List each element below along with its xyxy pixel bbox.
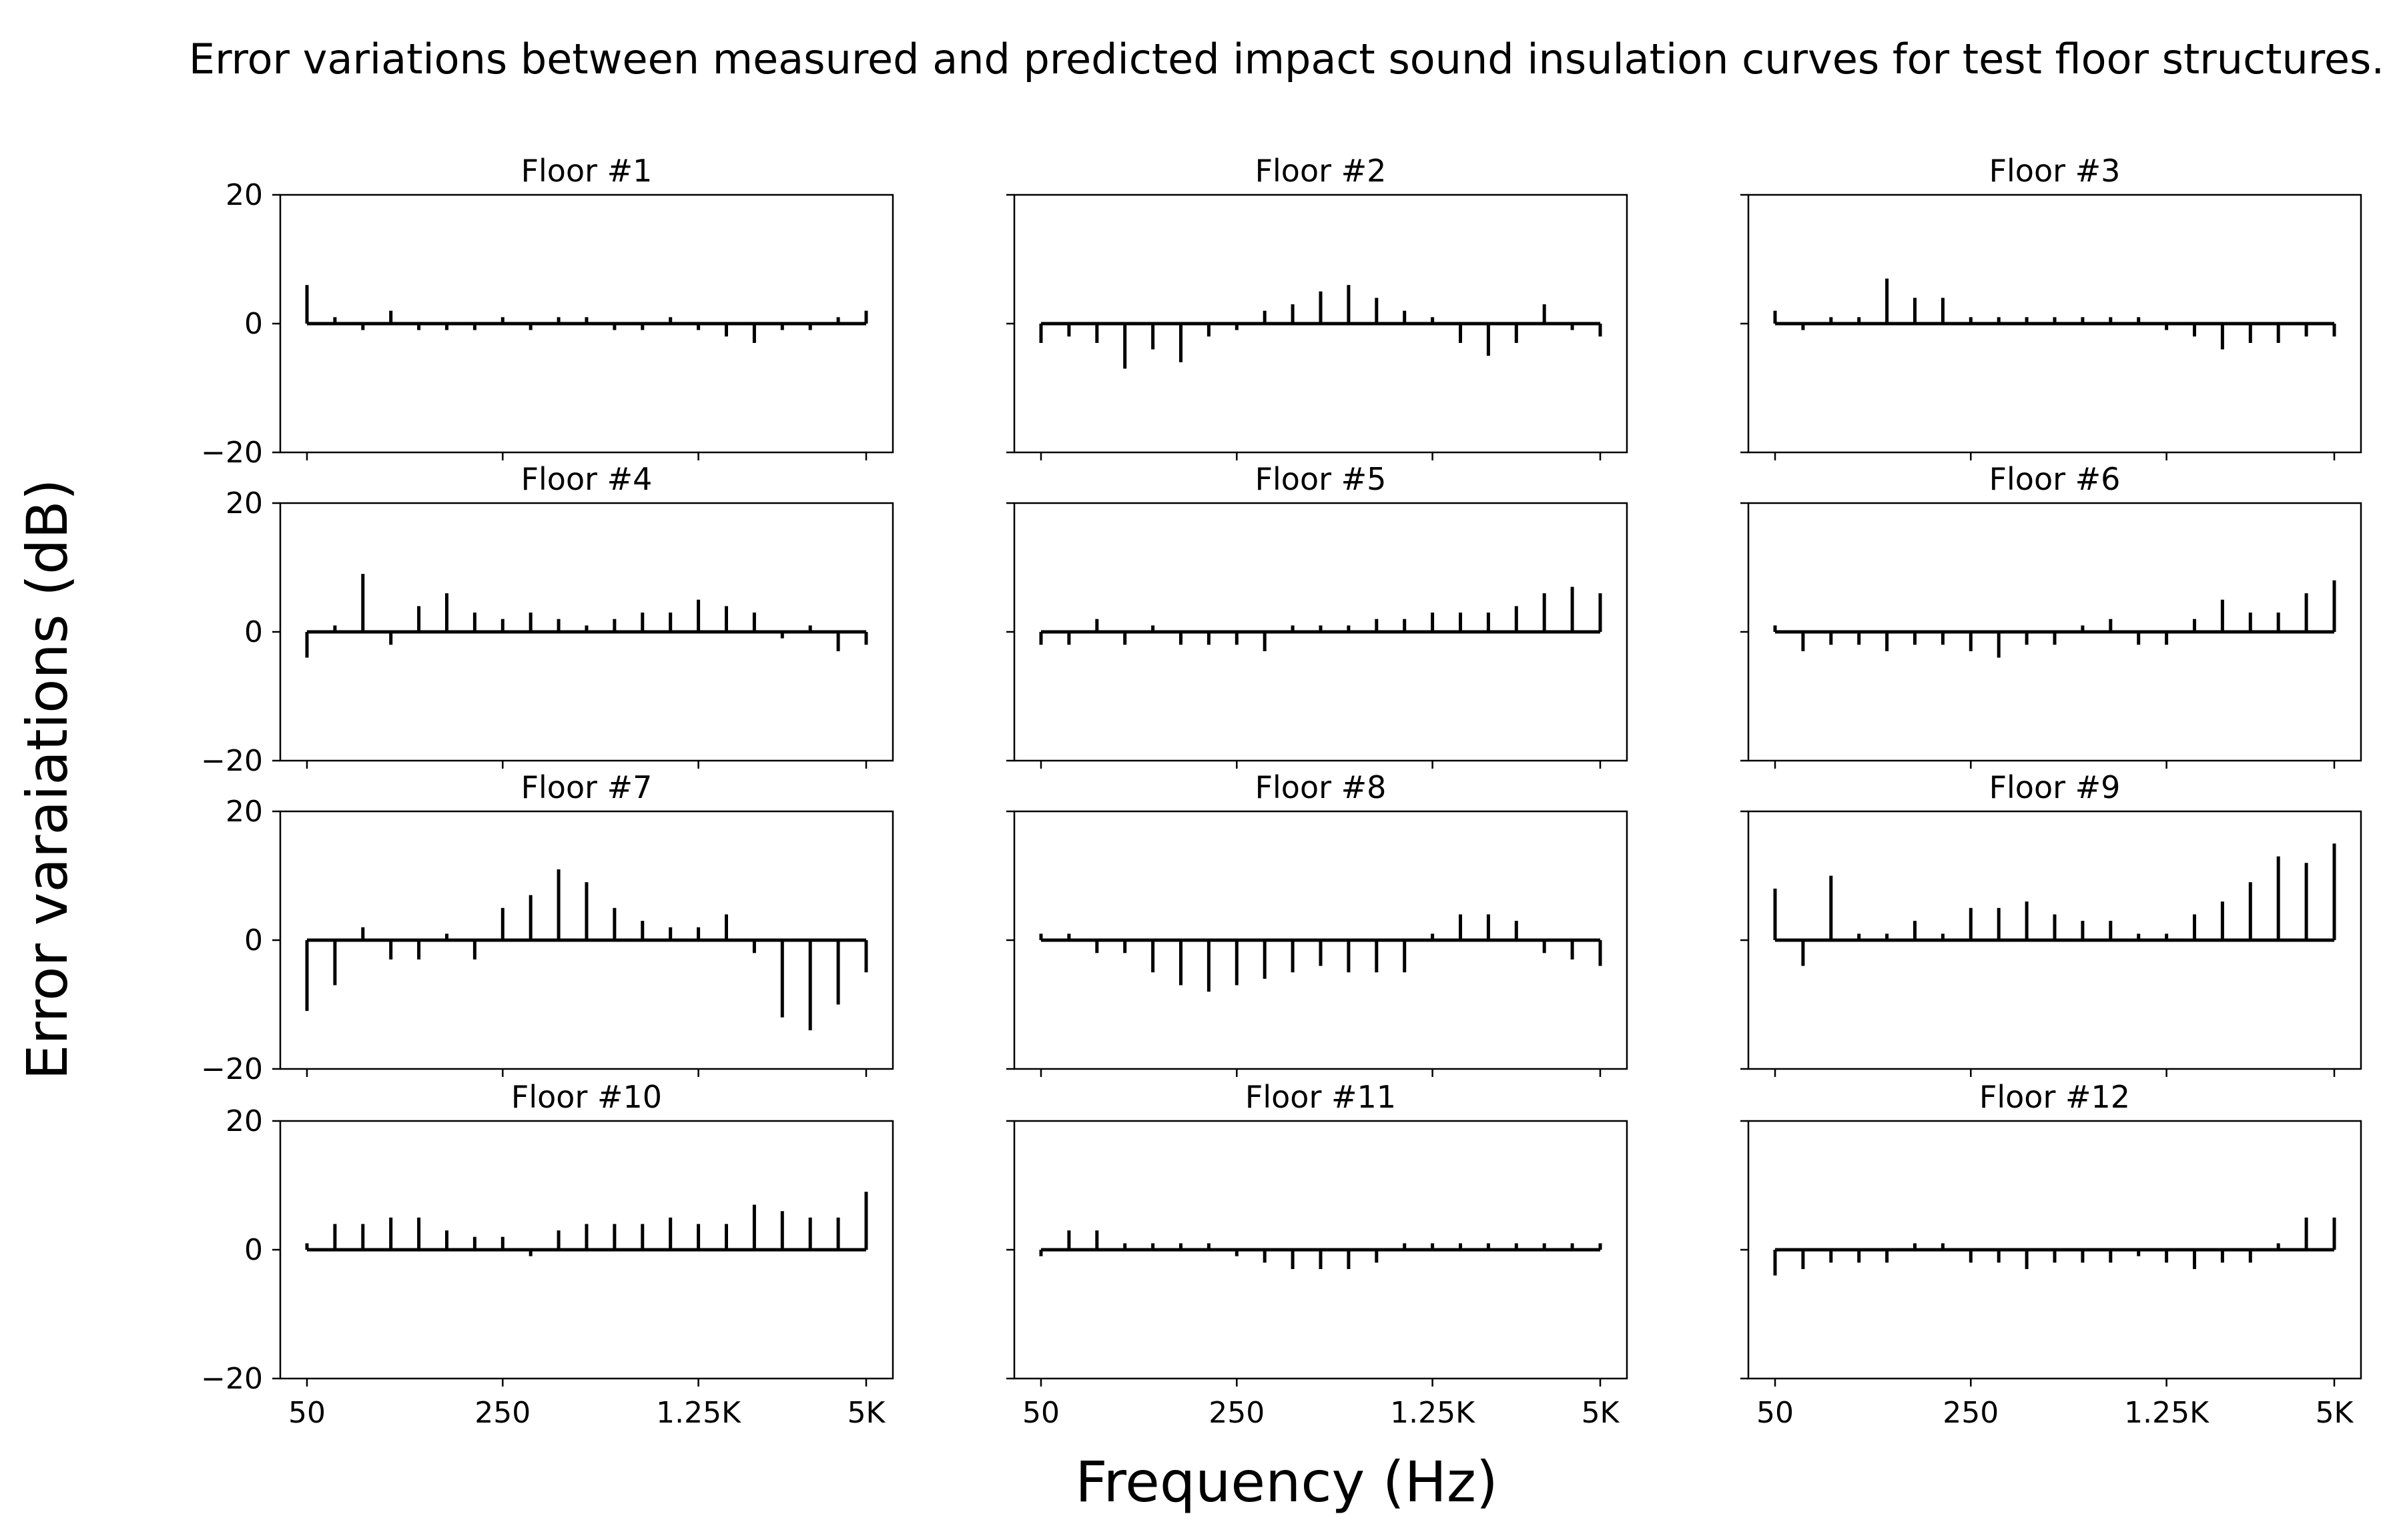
panel-floor-12: Floor #12 50 250 1.25K 5K bbox=[1740, 1079, 2362, 1430]
panel-floor-5: Floor #5 bbox=[1006, 461, 1628, 769]
y-tick-label: −20 bbox=[201, 744, 263, 778]
panel-title: Floor #7 bbox=[521, 769, 653, 805]
panel-title: Floor #1 bbox=[521, 153, 653, 189]
x-tick-label: 50 bbox=[288, 1396, 326, 1430]
panel-floor-6: Floor #6 bbox=[1740, 461, 2362, 769]
y-tick-label: 20 bbox=[226, 486, 263, 520]
panel-floor-9: Floor #9 bbox=[1740, 769, 2362, 1077]
y-axis-label: Error varaiations (dB) bbox=[15, 478, 80, 1080]
y-tick-label: −20 bbox=[201, 436, 263, 470]
panel-floor-7: Floor #7 20 0 −20 bbox=[201, 769, 894, 1086]
x-tick-label: 5K bbox=[2316, 1396, 2354, 1430]
x-tick-label: 50 bbox=[1022, 1396, 1060, 1430]
x-tick-label: 1.25K bbox=[1390, 1396, 1475, 1430]
panel-title: Floor #12 bbox=[1979, 1079, 2130, 1115]
x-tick-label: 5K bbox=[847, 1396, 886, 1430]
x-tick-label: 50 bbox=[1756, 1396, 1794, 1430]
x-tick-label: 250 bbox=[1943, 1396, 1999, 1430]
panel-floor-3: Floor #3 bbox=[1740, 153, 2362, 460]
panel-floor-4: Floor #4 20 0 −20 bbox=[201, 461, 894, 778]
panel-title: Floor #3 bbox=[1989, 153, 2121, 189]
y-tick-label: 0 bbox=[244, 615, 263, 649]
panel-title: Floor #11 bbox=[1245, 1079, 1396, 1115]
panel-title: Floor #4 bbox=[521, 461, 653, 497]
panel-floor-11: Floor #11 50 250 1.25K 5K bbox=[1006, 1079, 1628, 1430]
y-tick-label: 20 bbox=[226, 795, 263, 829]
panel-floor-2: Floor #2 bbox=[1006, 153, 1628, 460]
y-tick-label: 0 bbox=[244, 1233, 263, 1267]
panel-floor-1: Floor #1 20 0 −20 bbox=[201, 153, 894, 470]
y-tick-label: −20 bbox=[201, 1362, 263, 1396]
x-tick-label: 250 bbox=[1209, 1396, 1265, 1430]
y-tick-label: 20 bbox=[226, 178, 263, 212]
x-tick-label: 250 bbox=[474, 1396, 531, 1430]
panel-title: Floor #10 bbox=[511, 1079, 662, 1115]
panel-floor-8: Floor #8 bbox=[1006, 769, 1628, 1077]
y-tick-label: 0 bbox=[244, 923, 263, 957]
x-tick-label: 5K bbox=[1582, 1396, 1620, 1430]
y-tick-label: 20 bbox=[226, 1104, 263, 1138]
y-tick-label: −20 bbox=[201, 1052, 263, 1086]
y-tick-label: 0 bbox=[244, 307, 263, 341]
panel-title: Floor #8 bbox=[1255, 769, 1387, 805]
chart-title: Error variations between measured and pr… bbox=[189, 35, 2384, 83]
x-tick-label: 1.25K bbox=[2124, 1396, 2209, 1430]
x-axis-label: Frequency (Hz) bbox=[1075, 1449, 1497, 1515]
panel-title: Floor #9 bbox=[1989, 769, 2121, 805]
panel-title: Floor #2 bbox=[1255, 153, 1387, 189]
panel-floor-10: Floor #10 20 0 −20 50 250 1.25K 5K bbox=[201, 1079, 894, 1430]
panel-title: Floor #6 bbox=[1989, 461, 2121, 497]
x-tick-label: 1.25K bbox=[656, 1396, 741, 1430]
panel-title: Floor #5 bbox=[1255, 461, 1387, 497]
